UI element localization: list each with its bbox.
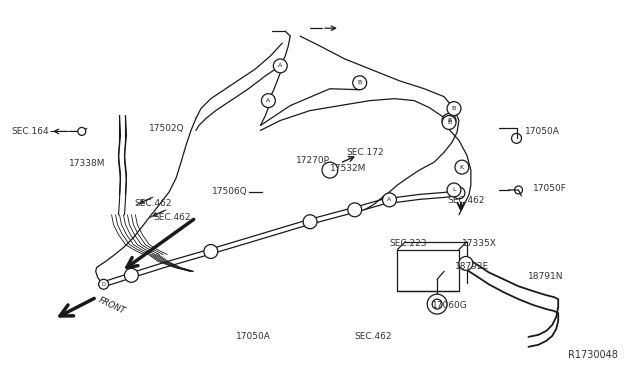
Circle shape: [459, 256, 473, 270]
Text: 17532M: 17532M: [330, 164, 366, 173]
Circle shape: [427, 294, 447, 314]
Circle shape: [78, 128, 86, 135]
Text: 17335X: 17335X: [462, 239, 497, 248]
Text: SEC.462: SEC.462: [355, 332, 392, 341]
Text: 18791N: 18791N: [529, 272, 564, 281]
Circle shape: [447, 183, 461, 197]
Text: A: A: [278, 63, 282, 68]
Text: B: B: [447, 118, 451, 123]
Circle shape: [99, 279, 109, 289]
Circle shape: [432, 299, 442, 309]
Text: SEC.164: SEC.164: [12, 127, 49, 136]
Circle shape: [447, 102, 461, 116]
Text: D: D: [102, 282, 106, 287]
Circle shape: [383, 193, 396, 207]
Circle shape: [204, 244, 218, 259]
Text: SEC.223: SEC.223: [390, 239, 427, 248]
Text: 17270P: 17270P: [296, 156, 330, 165]
Circle shape: [303, 215, 317, 229]
Text: SEC.462: SEC.462: [134, 199, 172, 208]
Text: 17050A: 17050A: [524, 127, 559, 136]
Text: R1730048: R1730048: [568, 350, 618, 360]
Text: SEC.462: SEC.462: [153, 213, 191, 222]
Circle shape: [262, 94, 275, 108]
Circle shape: [453, 187, 465, 199]
Text: B: B: [452, 106, 456, 111]
Circle shape: [348, 203, 362, 217]
Text: SEC.462: SEC.462: [447, 196, 484, 205]
Circle shape: [273, 59, 287, 73]
Circle shape: [442, 116, 456, 129]
Circle shape: [442, 113, 456, 128]
Text: 17050A: 17050A: [236, 332, 270, 341]
Text: K: K: [460, 165, 464, 170]
Text: 17050F: 17050F: [533, 185, 567, 193]
Text: 18792E: 18792E: [455, 262, 489, 271]
Text: L: L: [452, 187, 456, 192]
Text: 17338M: 17338M: [69, 159, 106, 168]
Text: FRONT: FRONT: [97, 296, 127, 316]
Text: SEC.172: SEC.172: [347, 148, 385, 157]
Circle shape: [322, 162, 338, 178]
Circle shape: [455, 160, 469, 174]
Text: A: A: [266, 98, 271, 103]
Circle shape: [353, 76, 367, 90]
Bar: [397, 250, 459, 291]
Text: B: B: [447, 120, 451, 125]
Circle shape: [124, 268, 138, 282]
Text: 17060G: 17060G: [432, 301, 468, 310]
Text: A: A: [387, 198, 392, 202]
Text: 17506Q: 17506Q: [212, 187, 248, 196]
Text: B: B: [358, 80, 362, 85]
Text: 17502Q: 17502Q: [149, 124, 185, 133]
